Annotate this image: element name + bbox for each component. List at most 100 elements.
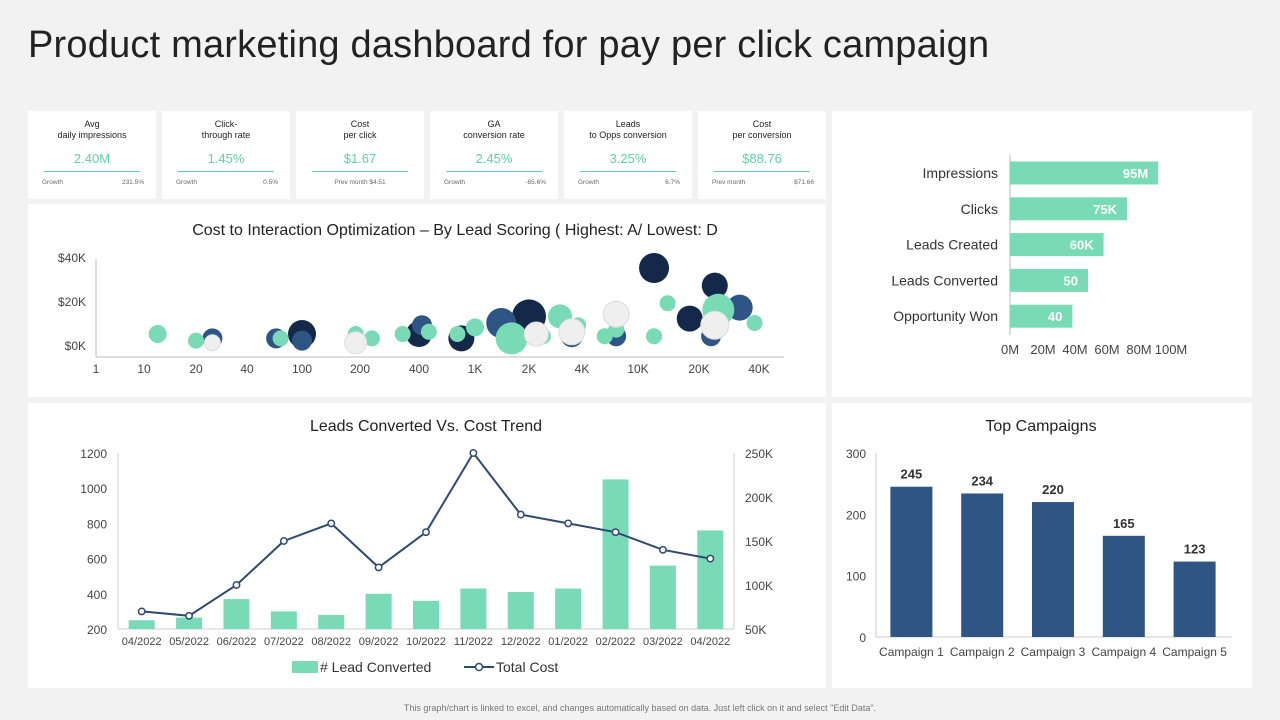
combo-x-tick: 08/2022 [311,636,351,648]
kpi-card-leads-to-opps[interactable]: Leads to Opps conversion 3.25% Growth 6.7… [564,111,692,199]
bubble-x-tick: 40 [240,362,254,376]
bubble-y-tick: $0K [65,339,86,353]
bubble-point-b[interactable] [292,330,312,351]
campaign-value-label: 220 [1042,482,1064,497]
top-campaigns-card: Top Campaigns 0 100 200 300 245 Campaign 1 23… [832,403,1252,688]
bubble-point-d[interactable] [523,321,549,347]
funnel-bar[interactable] [1010,268,1088,292]
legend-label-cost: Total Cost [496,659,558,675]
bubble-point-c[interactable] [394,326,411,342]
campaign-bar[interactable] [1102,535,1145,637]
campaign-bar[interactable] [1173,561,1216,637]
funnel-bar[interactable] [1010,197,1127,221]
combo-bar[interactable] [318,614,345,629]
combo-cost-point[interactable] [706,554,715,563]
top-campaigns-chart[interactable]: Top Campaigns 0 100 200 300 245 Campaign 1 23… [832,403,1252,688]
bubble-point-c[interactable] [449,326,466,342]
campaign-x-tick: Campaign 3 [1021,645,1086,659]
kpi-value: 1.45% [207,151,245,166]
combo-cost-point[interactable] [137,607,146,616]
combo-cost-point[interactable] [232,581,241,589]
funnel-chart[interactable]: Impressions 95M Clicks 75K Leads Created 60K L… [832,111,1252,397]
combo-bar[interactable] [507,592,534,629]
kpi-label: Cost [350,119,370,129]
funnel-bar[interactable] [1010,304,1073,328]
kpi-card-ctr[interactable]: Click-through rate 1.45% Growth 0.5% [162,111,290,199]
combo-bar[interactable] [413,600,439,629]
bubble-point-c[interactable] [148,325,167,343]
kpi-card-cost-per-conversion[interactable]: Cost per conversion $88.76 Prev month $71… [698,111,826,199]
kpi-divider [44,171,140,172]
kpi-card-ga-conversion[interactable]: GA conversion rate 2.45% Growth -65.6% [430,111,558,199]
campaign-bar[interactable] [890,486,933,637]
campaign-bar[interactable] [1032,502,1074,637]
bubble-point-a[interactable] [639,253,670,283]
funnel-bar[interactable] [1010,233,1104,257]
bubble-point-a[interactable] [701,272,728,299]
combo-left-tick: 1200 [80,447,107,461]
bubble-point-c[interactable] [659,295,676,312]
combo-x-tick: 10/2022 [406,636,446,648]
kpi-sublabel: per click [343,130,377,140]
combo-cost-point[interactable] [658,545,667,554]
kpi-card-cpc[interactable]: Cost per click $1.67 Prev month $4.51 [296,111,424,199]
camp-y-tick: 100 [846,570,866,584]
bubble-point-c[interactable] [495,322,528,355]
combo-cost-point[interactable] [469,449,478,457]
combo-bar[interactable] [602,479,629,629]
combo-bar[interactable] [555,588,582,629]
kpi-divider [580,171,676,172]
combo-chart[interactable]: Leads Converted Vs. Cost Trend 200 400 600… [28,403,826,688]
top-campaigns-title: Top Campaigns [985,418,1096,435]
bubble-point-c[interactable] [188,332,204,349]
funnel-x-tick: 20M [1030,342,1055,357]
bubble-point-c[interactable] [746,315,763,331]
combo-cost-point[interactable] [611,528,620,537]
bubble-point-c[interactable] [420,323,437,340]
legend-label-leads: # Lead Converted [320,659,431,675]
bubble-point-c[interactable] [272,330,289,347]
combo-x-tick: 09/2022 [359,636,399,648]
combo-cost-point[interactable] [516,510,525,519]
bubble-point-d[interactable] [558,318,586,346]
combo-cost-point[interactable] [564,519,573,528]
combo-bar[interactable] [697,530,724,629]
combo-bar[interactable] [176,617,203,629]
kpi-foot-value: 231.5% [121,179,144,186]
combo-bar[interactable] [223,599,250,629]
bubble-point-d[interactable] [700,310,730,340]
combo-bar[interactable] [649,565,676,629]
kpi-value: 2.40M [73,151,111,166]
combo-left-tick: 1000 [80,482,107,496]
combo-cost-point[interactable] [422,528,430,537]
bubble-x-tick: 400 [409,362,429,376]
funnel-bar[interactable] [1010,161,1159,185]
bubble-point-c[interactable] [466,318,484,337]
combo-cost-point[interactable] [279,537,288,545]
bubble-point-d[interactable] [602,300,630,328]
combo-cost-point[interactable] [327,519,336,528]
combo-bar[interactable] [365,593,392,629]
kpi-divider [178,171,274,172]
funnel-value-label: 75K [1093,202,1117,217]
funnel-category-label: Leads Created [906,237,998,253]
combo-bar[interactable] [128,620,155,629]
funnel-x-tick: 0M [1001,342,1019,357]
bubble-point-a[interactable] [676,305,703,332]
campaign-bar[interactable] [961,493,1004,637]
combo-cost-point[interactable] [374,563,383,572]
kpi-sublabel: to Opps conversion [589,130,667,140]
kpi-card-impressions[interactable]: Avg daily impressions 2.40M Growth 231.5% [28,111,156,199]
bubble-chart[interactable]: Cost to Interaction Optimization – By Le… [28,204,826,397]
combo-bar[interactable] [270,611,297,629]
bubble-x-tick: 10 [137,362,151,376]
funnel-category-label: Leads Converted [891,272,998,288]
camp-y-tick: 300 [846,447,866,461]
bubble-point-c[interactable] [363,330,380,347]
kpi-sublabel: daily impressions [57,130,127,140]
bubble-point-d[interactable] [344,331,368,355]
bubble-point-c[interactable] [646,328,663,345]
bubble-point-d[interactable] [203,334,221,352]
combo-cost-point[interactable] [185,611,194,620]
combo-bar[interactable] [460,588,487,629]
